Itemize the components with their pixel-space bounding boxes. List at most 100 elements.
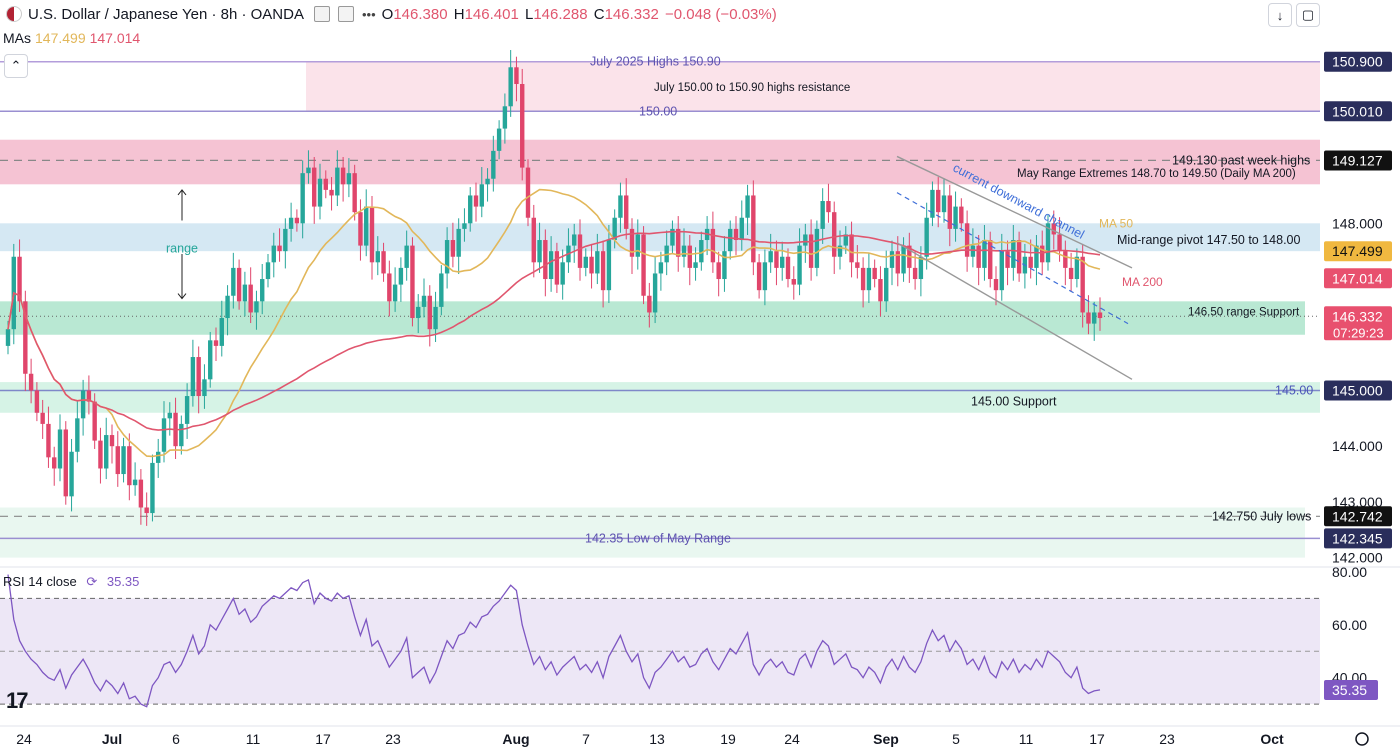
candle-body: [254, 301, 259, 313]
alert-icon[interactable]: [337, 6, 354, 22]
candle-body: [543, 240, 548, 280]
settings-gear-icon[interactable]: [1355, 732, 1369, 746]
rsi-last-tag: [1324, 679, 1378, 700]
candle-body: [583, 256, 588, 268]
candle-body: [924, 217, 929, 257]
price-tag: [1324, 51, 1392, 72]
price-tag: [1324, 268, 1392, 289]
candle-body: [849, 234, 854, 263]
candle-body: [444, 240, 450, 274]
ma-legend[interactable]: MAs 147.499 147.014: [3, 30, 140, 46]
ma50-line: [7, 188, 1101, 458]
candle-body: [629, 228, 635, 257]
x-tick-label: 11: [1019, 731, 1034, 747]
open-value: 146.380: [393, 5, 448, 23]
candle-body: [791, 279, 796, 285]
ma200-line: [7, 230, 1101, 431]
fullscreen-icon[interactable]: ▢: [1296, 3, 1320, 27]
candle-body: [398, 267, 404, 285]
candle-body: [219, 318, 224, 346]
x-tick-label: Jul: [102, 731, 122, 747]
price-tag: [1324, 380, 1392, 401]
price-tag-label: 149.127: [1332, 153, 1383, 169]
ma200-value: 147.014: [89, 30, 141, 46]
support-145-label: 145.00 Support: [971, 395, 1057, 409]
candle-body: [439, 273, 444, 307]
candle-body: [502, 106, 508, 129]
candle-body: [473, 195, 479, 207]
candle-body: [953, 206, 958, 229]
compare-icon[interactable]: [313, 6, 330, 22]
candle-body: [462, 223, 467, 229]
candle-body: [982, 240, 987, 268]
candle-body: [814, 228, 820, 268]
candle-body: [866, 267, 872, 291]
x-tick-label: 17: [315, 731, 331, 747]
rsi-line: [7, 574, 1101, 708]
candle-body: [115, 446, 120, 475]
candle-body: [514, 67, 519, 85]
candle-body: [745, 195, 750, 218]
candle-body: [959, 206, 964, 224]
candle-body: [358, 212, 363, 246]
x-tick-label: 17: [1089, 731, 1105, 747]
candle-body: [647, 295, 652, 313]
download-icon[interactable]: ↓: [1268, 3, 1292, 27]
candle-body: [46, 423, 51, 458]
candle-body: [184, 396, 190, 424]
may-extremes-label: May Range Extremes 148.70 to 149.50 (Dai…: [1017, 168, 1296, 180]
rsi-legend[interactable]: RSI 14 close ⟳ 35.35: [3, 574, 139, 590]
candle-body: [208, 340, 213, 380]
collapse-chevron-icon[interactable]: ⌃: [4, 54, 28, 78]
candle-body: [364, 206, 369, 246]
candle-body: [410, 245, 415, 319]
candle-body: [936, 189, 941, 213]
candle-body: [635, 234, 640, 257]
price-tag-label: 150.900: [1332, 54, 1383, 70]
price-tag-label: 142.742: [1332, 508, 1383, 524]
candle-body: [109, 435, 115, 447]
candle-body: [768, 251, 773, 263]
candle-body: [277, 245, 282, 252]
refresh-icon[interactable]: ⟳: [86, 574, 98, 589]
y-tick-label: 148.000: [1332, 215, 1383, 231]
candle-body: [340, 167, 346, 185]
range-arrowhead-down: [177, 293, 187, 300]
x-tick-label: 24: [784, 731, 800, 747]
candle-body: [681, 245, 687, 257]
candle-body: [820, 201, 825, 229]
candle-body: [733, 228, 739, 241]
price-tag-label: 146.332: [1332, 308, 1383, 324]
candle-body: [156, 451, 161, 463]
candle-body: [248, 284, 253, 313]
candle-body: [531, 217, 536, 263]
candle-body: [572, 234, 577, 246]
candle-body: [225, 295, 230, 319]
candle-body: [606, 240, 612, 291]
candle-body: [317, 178, 323, 207]
candle-body: [803, 234, 808, 246]
candle-body: [918, 256, 924, 280]
candle-body: [28, 373, 34, 391]
candle-body: [1080, 256, 1085, 313]
y-tick-label: 143.000: [1332, 494, 1383, 510]
x-tick-label: 24: [16, 731, 32, 747]
july-resistance-label: July 150.00 to 150.90 highs resistance: [654, 82, 850, 94]
candle-body: [855, 262, 860, 268]
candle-body: [271, 245, 276, 263]
price-tag-label: 142.345: [1332, 530, 1383, 546]
candle-body: [433, 306, 438, 330]
price-tag: [1324, 241, 1392, 262]
symbol-title[interactable]: U.S. Dollar / Japanese Yen · 8h · OANDA: [28, 5, 304, 23]
zone-3: [0, 301, 1305, 335]
candle-body: [808, 234, 814, 268]
candle-body: [127, 446, 132, 486]
support-146-label: 146.50 range Support: [1188, 306, 1300, 318]
more-icon[interactable]: •••: [361, 6, 376, 22]
candle-body: [1034, 245, 1039, 268]
candle-body: [375, 251, 380, 263]
zone-2: [0, 223, 1320, 252]
channel-lower-line: [896, 242, 1133, 380]
candle-body: [346, 173, 352, 185]
